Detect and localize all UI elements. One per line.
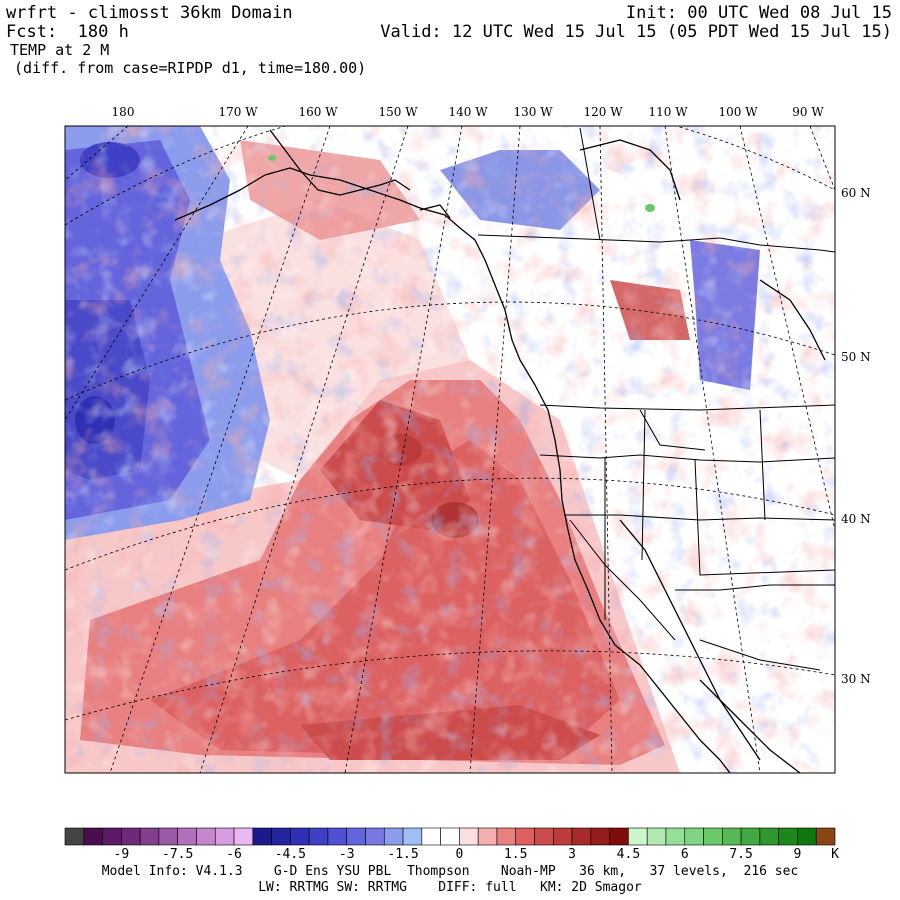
colorbar-swatch — [214, 827, 235, 846]
colorbar-tick-label: -6 — [226, 847, 242, 862]
colorbar-swatch — [571, 827, 592, 846]
colorbar-tick-label: 3 — [568, 847, 576, 862]
colorbar-swatch — [759, 827, 779, 846]
colorbar-swatch — [158, 827, 178, 846]
lon-label: 170 W — [218, 105, 258, 119]
colorbar-swatch — [121, 827, 141, 846]
colorbar-tick-label: 0 — [455, 847, 463, 862]
lon-label: 180 — [112, 105, 135, 119]
model-info: Model Info: V4.1.3 G-D Ens YSU PBL Thomp… — [101, 864, 799, 879]
colorbar-tick-label: 7.5 — [729, 847, 752, 862]
lat-label: 30 N — [841, 672, 871, 686]
colorbar-swatch — [722, 827, 742, 846]
colorbar-swatch — [233, 827, 254, 846]
colorbar-swatch — [440, 827, 460, 846]
lon-label: 90 W — [792, 105, 824, 119]
colorbar-swatch — [290, 827, 310, 846]
colorbar-swatch — [590, 827, 610, 846]
forecast-hour: Fcst: 180 h — [6, 22, 129, 42]
colorbar-tick-label: -4.5 — [275, 847, 306, 862]
plot-title: wrfrt - climosst 36km Domain — [6, 3, 293, 23]
colorbar-swatch — [308, 827, 329, 846]
colorbar-swatch — [83, 827, 103, 846]
colorbar-swatch — [477, 827, 498, 846]
colorbar-tick-label: -3 — [339, 847, 355, 862]
colorbar-tick-label: 6 — [681, 847, 689, 862]
colorbar-swatch — [778, 827, 798, 846]
colorbar-swatch — [815, 827, 836, 846]
colorbar-swatch — [252, 827, 272, 846]
colorbar-swatch — [383, 827, 404, 846]
lat-label: 60 N — [841, 186, 871, 200]
lon-label: 140 W — [448, 105, 488, 119]
colorbar-swatch — [797, 827, 817, 846]
lon-label: 110 W — [648, 105, 688, 119]
init-time: Init: 00 UTC Wed 08 Jul 15 — [625, 3, 892, 23]
colorbar-swatch — [740, 827, 761, 846]
colorbar-swatch — [684, 827, 704, 846]
colorbar-swatch — [628, 827, 648, 846]
colorbar-swatch — [552, 827, 573, 846]
colorbar-swatch — [421, 827, 441, 846]
colorbar-swatch — [402, 827, 423, 846]
lon-label: 100 W — [718, 105, 758, 119]
diff-description: (diff. from case=RIPDP d1, time=180.00) — [14, 59, 367, 77]
colorbar-swatch — [534, 827, 554, 846]
lon-label: 130 W — [513, 105, 553, 119]
lon-label: 120 W — [583, 105, 623, 119]
colorbar-swatch — [196, 827, 216, 846]
colorbar-swatch — [177, 827, 197, 846]
colorbar-swatch — [365, 827, 385, 846]
colorbar-tick-label: 1.5 — [504, 847, 527, 862]
colorbar-swatch — [703, 827, 723, 846]
colorbar-tick-label: -9 — [114, 847, 130, 862]
colorbar-swatch — [609, 827, 629, 846]
colorbar-tick-label: -7.5 — [162, 847, 193, 862]
lat-label: 50 N — [841, 350, 871, 364]
lat-label: 40 N — [841, 512, 871, 526]
colorbar-tick-label: 4.5 — [617, 847, 640, 862]
field-name: TEMP at 2 M — [10, 41, 110, 59]
colorbar-swatch — [327, 827, 348, 846]
colorbar-swatch — [271, 827, 291, 846]
colorbar-swatch — [346, 827, 366, 846]
map-frame — [64, 125, 836, 774]
colorbar-swatch — [496, 827, 517, 846]
colorbar-swatch — [646, 827, 667, 846]
colorbar-swatch — [459, 827, 479, 846]
lon-label: 160 W — [298, 105, 338, 119]
colorbar-tick-label: -1.5 — [387, 847, 418, 862]
colorbar-swatch — [665, 827, 686, 846]
colorbar-tick-label: 9 — [794, 847, 802, 862]
lon-label: 150 W — [378, 105, 418, 119]
valid-time: Valid: 12 UTC Wed 15 Jul 15 (05 PDT Wed … — [380, 22, 892, 42]
map-field — [65, 126, 835, 773]
colorbar-swatch — [515, 827, 535, 846]
physics-info: LW: RRTMG SW: RRTMG DIFF: full KM: 2D Sm… — [258, 880, 642, 895]
colorbar-unit: K — [831, 847, 839, 862]
colorbar-swatch — [64, 827, 85, 846]
colorbar-swatch — [102, 827, 122, 846]
colorbar — [64, 827, 836, 846]
colorbar-swatch — [139, 827, 160, 846]
